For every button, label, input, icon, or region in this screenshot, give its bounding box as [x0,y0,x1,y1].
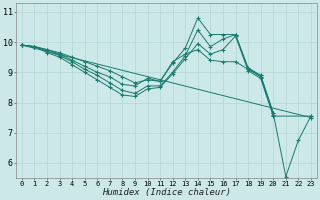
X-axis label: Humidex (Indice chaleur): Humidex (Indice chaleur) [102,188,231,197]
